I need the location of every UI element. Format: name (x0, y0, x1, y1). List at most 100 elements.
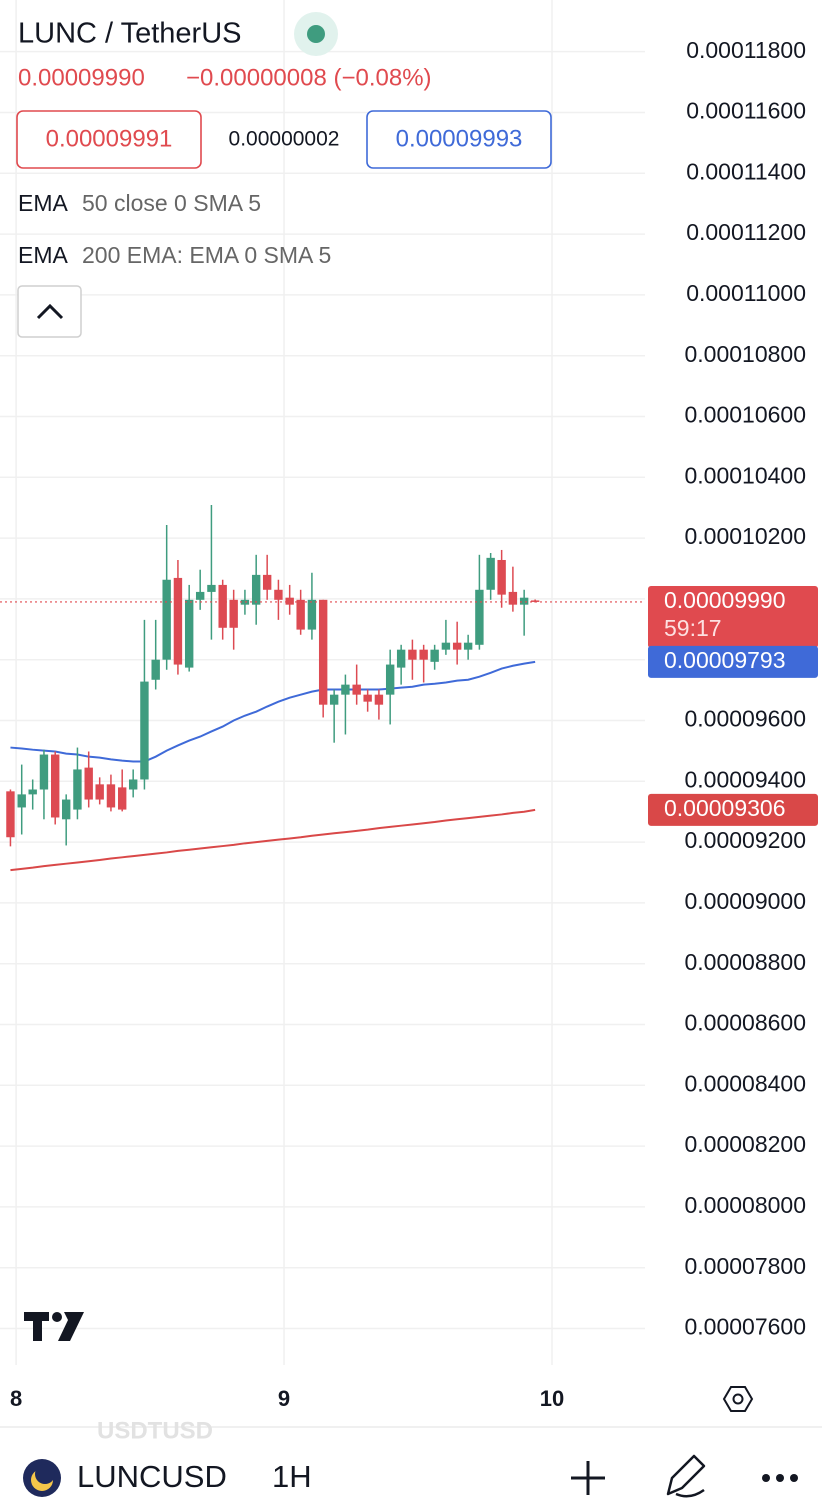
interval[interactable]: 1H (272, 1459, 312, 1494)
chevron-up-icon (36, 303, 64, 320)
y-tick-label: 0.00011000 (686, 280, 806, 306)
candle-body (530, 600, 540, 602)
y-tick-label: 0.00007800 (684, 1253, 806, 1279)
candle-body (39, 754, 49, 790)
last-price-label: 0.00009990 (664, 587, 786, 613)
collapse-button[interactable] (17, 285, 82, 338)
candle-body (51, 754, 60, 818)
candle-body (207, 584, 216, 592)
candle-body (519, 597, 529, 605)
candle-body (318, 599, 328, 705)
y-tick-label: 0.00010600 (684, 402, 806, 428)
logo (24, 1312, 84, 1341)
market-status-dot (307, 25, 325, 43)
indicator-line (10, 660, 536, 763)
y-tick-label: 0.00007600 (684, 1314, 806, 1340)
candle-body (363, 694, 372, 702)
candle-body (229, 599, 238, 628)
candle-body (408, 649, 417, 660)
candle-body (463, 642, 473, 650)
indicator-line (10, 808, 536, 872)
y-tick-label: 0.00008400 (684, 1070, 806, 1096)
candle-body (374, 694, 384, 705)
indicator-params[interactable]: 200 EMA: EMA 0 SMA 5 (82, 242, 331, 268)
candle-body (128, 779, 138, 790)
candle-body (240, 599, 250, 605)
ask-price[interactable]: 0.00009993 (396, 125, 523, 152)
candle-body (28, 789, 37, 795)
y-tick-label: 0.00011200 (686, 219, 806, 245)
more-icon[interactable] (762, 1474, 798, 1482)
symbol[interactable]: LUNCUSD (77, 1459, 227, 1494)
candle-body (396, 649, 406, 668)
candle-body (341, 684, 350, 695)
candle-body (296, 599, 305, 630)
x-tick-label: 8 (10, 1386, 22, 1411)
y-tick-label: 0.00010800 (684, 341, 806, 367)
bar-countdown: 59:17 (664, 615, 722, 641)
candle-body (475, 589, 484, 645)
candle-body (61, 799, 71, 820)
candle-body (95, 784, 104, 800)
last-price-badge (648, 585, 818, 648)
y-tick-label: 0.00009000 (684, 888, 806, 914)
x-tick-label: 10 (540, 1386, 564, 1411)
indicator-name[interactable]: EMA (18, 190, 69, 216)
candle-body (274, 589, 283, 600)
y-tick-label: 0.00008200 (684, 1131, 806, 1157)
candle-body (162, 579, 171, 660)
candle-body (84, 767, 93, 800)
indicator-name[interactable]: EMA (18, 242, 69, 268)
candle-body (486, 557, 495, 590)
spread: 0.00000002 (229, 128, 340, 151)
x-tick-label: 9 (278, 1386, 290, 1411)
candle-body (508, 591, 518, 605)
y-tick-label: 0.00009400 (684, 766, 806, 792)
settings-icon[interactable] (722, 1386, 754, 1412)
candle-body (452, 642, 462, 650)
y-tick-label: 0.00011800 (686, 37, 806, 63)
y-tick-label: 0.00009200 (684, 827, 806, 853)
candle-body (218, 584, 227, 628)
candle-body (184, 599, 194, 668)
candle-body (17, 794, 26, 808)
plot-area (0, 0, 645, 1365)
y-tick-label: 0.00008800 (684, 949, 806, 975)
candle-body (285, 597, 294, 605)
indicator-badge-label: 0.00009306 (664, 795, 786, 821)
candle-body (307, 599, 317, 630)
indicator-badge-label: 0.00009793 (664, 647, 786, 673)
candle-body (106, 784, 116, 808)
candle-body (441, 642, 451, 650)
candle-body (140, 681, 149, 780)
symbol-title: LUNC / TetherUS (18, 18, 242, 50)
y-tick-label: 0.00011400 (686, 158, 806, 184)
price-change: −0.00000008 (−0.08%) (186, 64, 432, 91)
candle-body (352, 684, 361, 695)
candle-body (117, 787, 127, 810)
indicator-params[interactable]: 50 close 0 SMA 5 (82, 190, 261, 216)
axes: 0.00011800 0.00011600 0.00011400 0.00011200… (10, 37, 818, 1411)
indicator-badge (648, 793, 818, 826)
candle-body (173, 577, 183, 665)
candle-body (151, 659, 160, 680)
bid-price[interactable]: 0.00009991 (46, 125, 173, 152)
y-tick-label: 0.00009600 (684, 706, 806, 732)
y-tick-label: 0.00008000 (684, 1192, 806, 1218)
candle-body (419, 649, 428, 660)
add-icon[interactable] (571, 1461, 605, 1495)
sell-button[interactable] (16, 110, 202, 169)
buy-button[interactable] (366, 110, 552, 169)
candle-body (73, 769, 82, 810)
indicator-badge (648, 645, 818, 678)
y-tick-label: 0.00010400 (684, 462, 806, 488)
drawing-icon[interactable] (666, 1454, 706, 1498)
candle-body (430, 649, 439, 662)
candle-body (251, 574, 261, 605)
compare-symbol: USDTUSD (97, 1417, 213, 1444)
candle-body (195, 591, 205, 600)
candle-body (385, 664, 395, 695)
coin-icon-shadow (35, 1464, 55, 1484)
